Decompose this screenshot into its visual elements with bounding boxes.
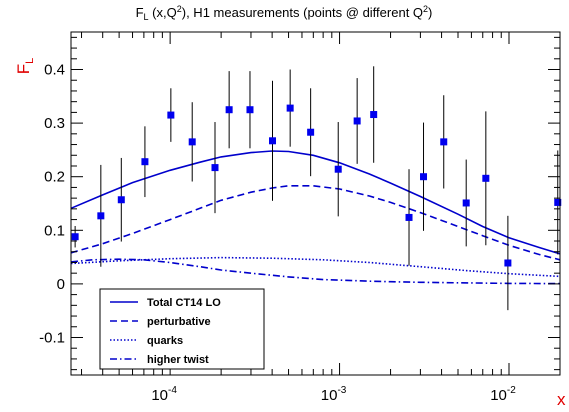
model-curves [70,150,561,285]
legend-label: Total CT14 LO [147,297,221,309]
legend-label: quarks [147,335,183,347]
data-point [440,138,448,146]
data-point [334,165,342,173]
data-point [141,158,149,166]
data-point [405,213,413,221]
y-tick-label: 0.3 [44,115,65,132]
data-point [167,111,175,119]
y-tick-label: 0.4 [44,62,65,79]
x-axis-label: x [557,390,566,409]
data-point [286,104,294,112]
x-tick-label: 10-4 [151,385,177,404]
data-point [97,212,105,220]
data-point [211,164,219,172]
curve-solid [70,150,561,255]
data-point [482,174,490,182]
data-point [370,111,378,119]
data-point [269,137,277,145]
data-point [420,173,428,181]
data-point [117,196,125,204]
x-tick-label: 10-3 [321,385,347,404]
y-tick-label: 0 [57,276,65,293]
x-tick-label: 10-2 [490,385,516,404]
curve-dotted [70,256,561,278]
data-point [188,138,196,146]
data-point [554,198,562,206]
plot-frame [70,31,561,376]
data-point [504,259,512,267]
legend-label: perturbative [147,316,211,328]
plot-frame-border [70,31,561,376]
data-point [307,128,315,136]
y-tick-label: 0.1 [44,222,65,239]
data-points [71,66,562,311]
data-point [353,117,361,125]
curve-dashed [70,185,561,261]
y-tick-label: 0.2 [44,169,65,186]
curve-dashdot [70,258,561,285]
data-point [71,233,79,241]
legend-label: higher twist [147,354,209,366]
y-tick-label: -0.1 [39,329,65,346]
data-point [225,106,233,114]
data-point [246,106,254,114]
data-point [462,199,470,207]
y-axis-label: FL [14,58,36,75]
axis-ticks: -0.1 0 0.1 0.2 0.3 0.4 10-4 10-3 10-2 [39,32,561,404]
legend: Total CT14 LO perturbative quarks higher t… [99,288,265,370]
chart-title: FL (x,Q2), H1 measurements (points @ dif… [136,4,433,22]
